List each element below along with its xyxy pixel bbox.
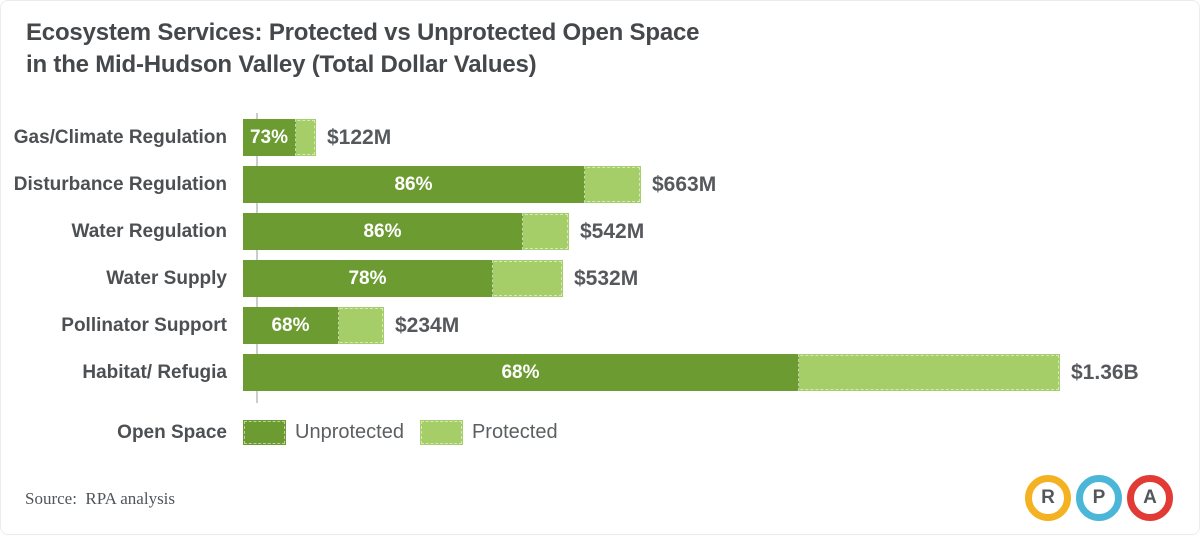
bar-unprotected-segment: 73% bbox=[243, 119, 296, 156]
source-note: Source: RPA analysis bbox=[25, 489, 176, 508]
percent-label: 86% bbox=[394, 173, 433, 195]
bar-chart: Gas/Climate Regulation 73% $122M Disturbanc… bbox=[1, 114, 1199, 396]
category-label: Water Supply bbox=[106, 267, 227, 289]
value-label: $532M bbox=[574, 266, 639, 290]
bar-protected-segment bbox=[799, 354, 1060, 391]
chart-title: Ecosystem Services: Protected vs Unprote… bbox=[26, 17, 699, 81]
legend-swatch-protected bbox=[419, 420, 463, 445]
bar-unprotected-segment: 68% bbox=[243, 307, 339, 344]
category-label: Disturbance Regulation bbox=[13, 173, 227, 195]
value-label: $542M bbox=[580, 219, 645, 243]
legend-item: Protected bbox=[419, 420, 558, 445]
bar-row: Water Supply 78% $532M bbox=[1, 255, 1199, 302]
category-label: Pollinator Support bbox=[61, 314, 227, 336]
legend: Open Space Unprotected Protected bbox=[1, 420, 574, 445]
stacked-bar: 78% bbox=[243, 260, 563, 297]
category-label: Gas/Climate Regulation bbox=[13, 126, 227, 148]
percent-label: 73% bbox=[249, 126, 289, 148]
bar-protected-segment bbox=[523, 213, 569, 250]
bar-unprotected-segment: 68% bbox=[243, 354, 799, 391]
legend-title: Open Space bbox=[117, 421, 227, 443]
axis-baseline bbox=[256, 113, 258, 403]
chart-title-line2: in the Mid-Hudson Valley (Total Dollar V… bbox=[26, 51, 537, 78]
stacked-bar: 68% bbox=[243, 354, 1060, 391]
legend-swatch-unprotected bbox=[243, 420, 286, 445]
value-label: $234M bbox=[395, 313, 460, 337]
category-label: Habitat/ Refugia bbox=[82, 361, 227, 383]
legend-item: Unprotected bbox=[243, 420, 404, 445]
value-label: $663M bbox=[652, 172, 717, 196]
logo-ring-r: R bbox=[1025, 475, 1071, 521]
bar-row: Habitat/ Refugia 68% $1.36B bbox=[1, 349, 1199, 396]
stacked-bar: 68% bbox=[243, 307, 384, 344]
value-label: $1.36B bbox=[1071, 360, 1139, 384]
percent-label: 86% bbox=[363, 220, 402, 242]
percent-label: 68% bbox=[501, 361, 540, 383]
legend-item-label: Protected bbox=[471, 421, 558, 443]
bar-row: Gas/Climate Regulation 73% $122M bbox=[1, 114, 1199, 161]
logo-ring-a: A bbox=[1127, 475, 1173, 521]
bar-row: Water Regulation 86% $542M bbox=[1, 208, 1199, 255]
bar-unprotected-segment: 86% bbox=[243, 166, 585, 203]
legend-items: Unprotected Protected bbox=[243, 420, 574, 445]
bar-row: Pollinator Support 68% $234M bbox=[1, 302, 1199, 349]
bar-protected-segment bbox=[339, 307, 384, 344]
bar-protected-segment bbox=[585, 166, 641, 203]
value-label: $122M bbox=[327, 125, 392, 149]
percent-label: 78% bbox=[348, 267, 387, 289]
stacked-bar: 86% bbox=[243, 213, 569, 250]
bar-unprotected-segment: 78% bbox=[243, 260, 493, 297]
category-label: Water Regulation bbox=[71, 220, 227, 242]
bar-unprotected-segment: 86% bbox=[243, 213, 523, 250]
legend-item-label: Unprotected bbox=[295, 421, 404, 443]
stacked-bar: 86% bbox=[243, 166, 641, 203]
bar-protected-segment bbox=[493, 260, 563, 297]
chart-title-line1: Ecosystem Services: Protected vs Unprote… bbox=[26, 19, 700, 46]
stacked-bar: 73% bbox=[243, 119, 316, 156]
logo-ring-p: P bbox=[1076, 475, 1122, 521]
percent-label: 68% bbox=[271, 314, 310, 336]
bar-row: Disturbance Regulation 86% $663M bbox=[1, 161, 1199, 208]
bar-protected-segment bbox=[296, 119, 316, 156]
